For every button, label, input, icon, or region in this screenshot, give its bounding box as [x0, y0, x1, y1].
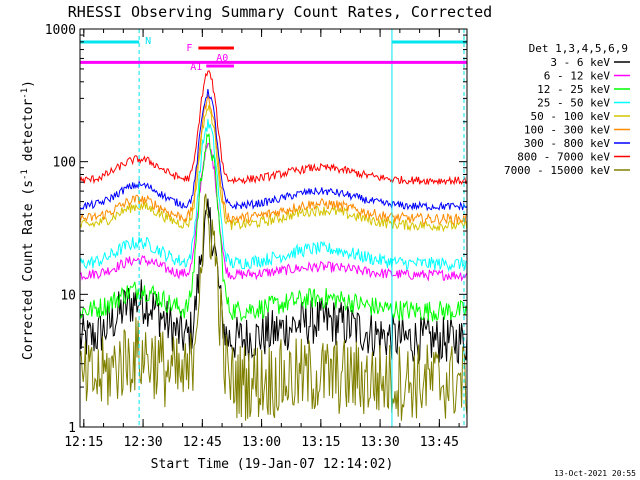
chart-title: RHESSI Observing Summary Count Rates, Co…: [68, 3, 492, 21]
y-tick-label-2: 100: [53, 156, 76, 171]
generated-timestamp: 13-Oct-2021 20:55: [554, 469, 636, 478]
series-line-6: [79, 89, 468, 212]
series-line-5: [79, 94, 468, 226]
legend-label-7: 800 - 7000 keV: [517, 151, 610, 164]
x-tick-label-6: 13:45: [420, 435, 459, 450]
x-tick-label-5: 13:30: [361, 435, 400, 450]
series-line-7: [79, 70, 468, 186]
y-tick-label-1: 10: [60, 288, 76, 303]
legend-title: Det 1,3,4,5,6,9: [529, 42, 628, 55]
legend-label-2: 12 - 25 keV: [537, 83, 610, 96]
legend-label-0: 3 - 6 keV: [550, 56, 610, 69]
y-tick-label-0: 1: [68, 421, 76, 436]
x-axis-label: Start Time (19-Jan-07 12:14:02): [151, 457, 394, 472]
y-axis-label: Corrected Count Rate (s-1 detector-1): [20, 80, 36, 360]
x-tick-label-1: 12:30: [124, 435, 163, 450]
series-line-4: [79, 104, 468, 233]
legend-label-4: 50 - 100 keV: [531, 110, 611, 123]
x-tick-label-4: 13:15: [301, 435, 340, 450]
series-line-8: [79, 193, 468, 421]
legend-label-1: 6 - 12 keV: [544, 70, 611, 83]
x-tick-label-3: 13:00: [242, 435, 281, 450]
night-label: N: [145, 36, 151, 47]
attenuator-label-a1: A1: [190, 62, 202, 73]
series-line-1: [79, 142, 468, 282]
series-line-3: [79, 119, 468, 273]
legend-label-5: 100 - 300 keV: [524, 124, 610, 137]
y-tick-label-3: 1000: [45, 23, 76, 38]
x-tick-label-2: 12:45: [183, 435, 222, 450]
legend-label-3: 25 - 50 keV: [537, 97, 610, 110]
x-tick-label-0: 12:15: [64, 435, 103, 450]
series-line-2: [79, 132, 468, 322]
plot-area: N F A1 A0 1 10 100 1000 12:15 12:30 12:45 13:00 13:1…: [45, 23, 468, 450]
legend-label-8: 7000 - 15000 keV: [504, 164, 610, 177]
flare-label: F: [186, 43, 192, 54]
legend-label-6: 300 - 800 keV: [524, 137, 610, 150]
attenuator-label-a0: A0: [216, 53, 228, 64]
plot-frame: [79, 28, 468, 428]
